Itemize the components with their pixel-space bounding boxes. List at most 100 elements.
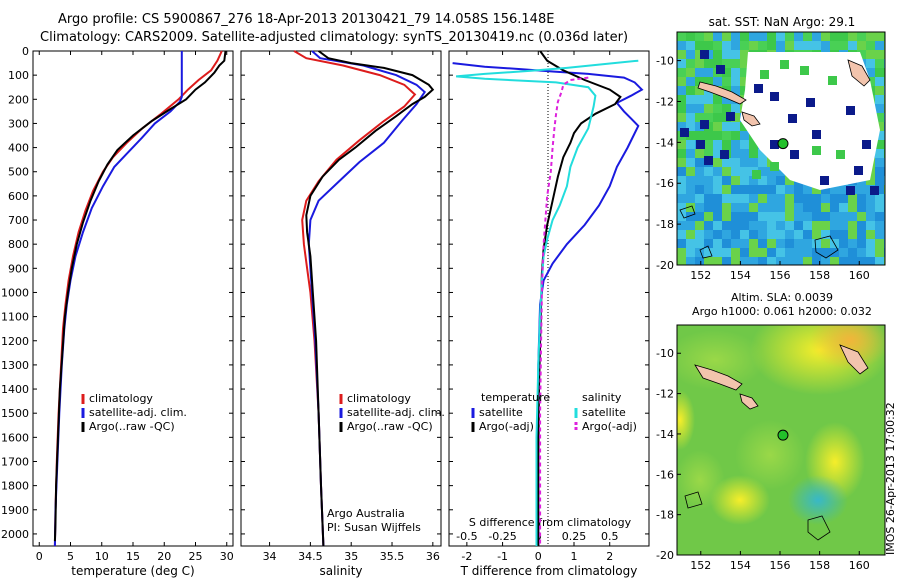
sst-cell xyxy=(839,41,848,50)
sst-cell xyxy=(776,167,785,176)
sst-cell xyxy=(812,185,821,194)
sst-cell xyxy=(722,185,731,194)
series-satellite xyxy=(307,50,427,547)
sst-cell xyxy=(830,32,839,41)
sst-cell xyxy=(812,212,821,221)
sst-cell xyxy=(875,149,884,158)
y-tick-label: 1100 xyxy=(1,311,29,324)
x-tick-label: 10 xyxy=(95,550,109,563)
sst-cell xyxy=(758,158,767,167)
sst-cell xyxy=(731,140,740,149)
sst-cell xyxy=(722,194,731,203)
map-x-tick-label: 152 xyxy=(690,269,711,282)
sst-cell xyxy=(686,50,695,59)
sla-map-field xyxy=(677,325,885,555)
sst-cell xyxy=(704,203,713,212)
sst-cell xyxy=(749,149,758,158)
sst-cell-dark xyxy=(862,140,871,149)
sst-cell xyxy=(740,194,749,203)
sla-argo-location-marker xyxy=(777,429,789,441)
sst-cell xyxy=(677,113,686,122)
annotation: PI: Susan Wijffels xyxy=(327,521,421,534)
y-tick-label: 2000 xyxy=(1,528,29,541)
x-tick-label: 34.5 xyxy=(298,550,323,563)
sst-cell xyxy=(749,212,758,221)
sst-cell xyxy=(803,203,812,212)
sst-cell-dark xyxy=(854,166,863,175)
sst-cell-dark xyxy=(788,114,797,123)
sst-cell xyxy=(713,59,722,68)
sst-cell xyxy=(821,32,830,41)
sst-cell xyxy=(740,203,749,212)
x-tick-label: 1 xyxy=(571,550,578,563)
sst-cell xyxy=(695,41,704,50)
sla-map-panel: Altim. SLA: 0.0039 Argo h1000: 0.061 h20… xyxy=(656,291,886,572)
sst-cell xyxy=(749,41,758,50)
sst-cell xyxy=(848,257,857,265)
sst-cell xyxy=(704,77,713,86)
sst-cell xyxy=(731,86,740,95)
sst-cell xyxy=(794,230,803,239)
sst-cell-green xyxy=(800,66,809,75)
sst-cell xyxy=(875,221,884,230)
sst-cell-dark xyxy=(716,65,725,74)
x-tick-label: -1 xyxy=(497,550,508,563)
sst-cell xyxy=(677,32,686,41)
sst-cell-dark xyxy=(704,156,713,165)
sst-cell xyxy=(857,194,866,203)
sst-cell-dark xyxy=(680,128,689,137)
sst-cell xyxy=(794,248,803,257)
sst-cell xyxy=(785,221,794,230)
sst-cell xyxy=(722,41,731,50)
sst-cell xyxy=(740,131,749,140)
sst-cell xyxy=(794,32,803,41)
sst-cell xyxy=(677,50,686,59)
x-tick-label: -2 xyxy=(461,550,472,563)
sst-cell xyxy=(695,122,704,131)
sst-cell xyxy=(785,257,794,265)
sst-cell xyxy=(677,221,686,230)
y-tick-label: 1200 xyxy=(1,335,29,348)
sst-cell xyxy=(686,122,695,131)
sst-cell xyxy=(677,59,686,68)
sst-cell xyxy=(866,221,875,230)
sst-cell xyxy=(776,32,785,41)
legend-label: Argo(-adj) xyxy=(582,420,637,433)
sst-cell xyxy=(704,131,713,140)
map-x-tick-label: 154 xyxy=(730,559,751,572)
sst-cell-dark xyxy=(812,130,821,139)
sst-cell xyxy=(713,230,722,239)
sst-cell xyxy=(731,194,740,203)
sst-cell xyxy=(686,230,695,239)
sst-cell xyxy=(704,104,713,113)
sst-cell xyxy=(821,212,830,221)
sst-cell xyxy=(794,239,803,248)
sst-cell xyxy=(722,122,731,131)
x-tick-label: 25 xyxy=(189,550,203,563)
sst-cell xyxy=(677,212,686,221)
map-x-tick-label: 156 xyxy=(770,269,791,282)
sst-cell xyxy=(875,230,884,239)
sst-cell xyxy=(794,221,803,230)
sst-cell xyxy=(722,239,731,248)
x-tick-label: 35 xyxy=(344,550,358,563)
sst-cell xyxy=(695,59,704,68)
sst-cell xyxy=(803,212,812,221)
sst-cell xyxy=(749,194,758,203)
sst-cell xyxy=(803,32,812,41)
sst-cell xyxy=(812,203,821,212)
sst-cell xyxy=(740,248,749,257)
sst-cell xyxy=(812,32,821,41)
series-argo xyxy=(305,50,435,547)
sst-cell xyxy=(830,221,839,230)
sst-cell xyxy=(821,257,830,265)
sst-map-panel: sat. SST: NaN Argo: 29.1 152 154 156 158 160… xyxy=(656,15,886,282)
sst-cell xyxy=(686,167,695,176)
sst-cell xyxy=(830,185,839,194)
sst-cell xyxy=(857,239,866,248)
sst-cell xyxy=(821,194,830,203)
sst-cell xyxy=(731,239,740,248)
sst-cell xyxy=(875,77,884,86)
sst-cell xyxy=(740,176,749,185)
sst-map-coastlines xyxy=(679,59,871,259)
